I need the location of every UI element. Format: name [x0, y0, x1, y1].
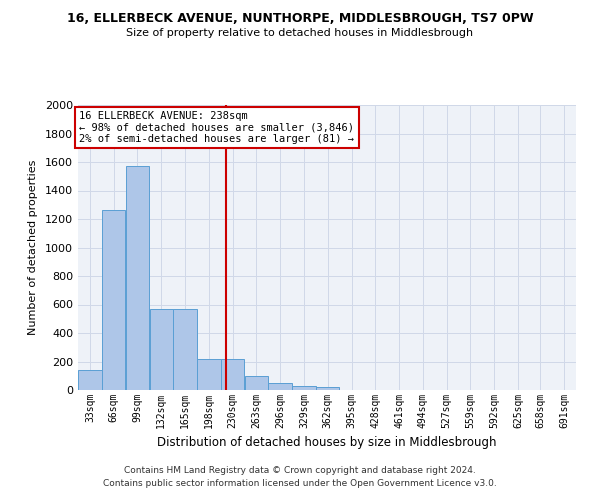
X-axis label: Distribution of detached houses by size in Middlesbrough: Distribution of detached houses by size …: [157, 436, 497, 450]
Text: Contains HM Land Registry data © Crown copyright and database right 2024.
Contai: Contains HM Land Registry data © Crown c…: [103, 466, 497, 487]
Text: 16, ELLERBECK AVENUE, NUNTHORPE, MIDDLESBROUGH, TS7 0PW: 16, ELLERBECK AVENUE, NUNTHORPE, MIDDLES…: [67, 12, 533, 26]
Bar: [78, 370, 101, 390]
Text: 16 ELLERBECK AVENUE: 238sqm
← 98% of detached houses are smaller (3,846)
2% of s: 16 ELLERBECK AVENUE: 238sqm ← 98% of det…: [79, 110, 355, 144]
Bar: [173, 310, 197, 390]
Bar: [268, 383, 292, 390]
Bar: [102, 210, 125, 390]
Bar: [292, 386, 316, 390]
Bar: [197, 358, 221, 390]
Bar: [221, 358, 244, 390]
Bar: [149, 310, 173, 390]
Bar: [245, 376, 268, 390]
Y-axis label: Number of detached properties: Number of detached properties: [28, 160, 38, 335]
Bar: [316, 387, 340, 390]
Bar: [126, 166, 149, 390]
Text: Size of property relative to detached houses in Middlesbrough: Size of property relative to detached ho…: [127, 28, 473, 38]
